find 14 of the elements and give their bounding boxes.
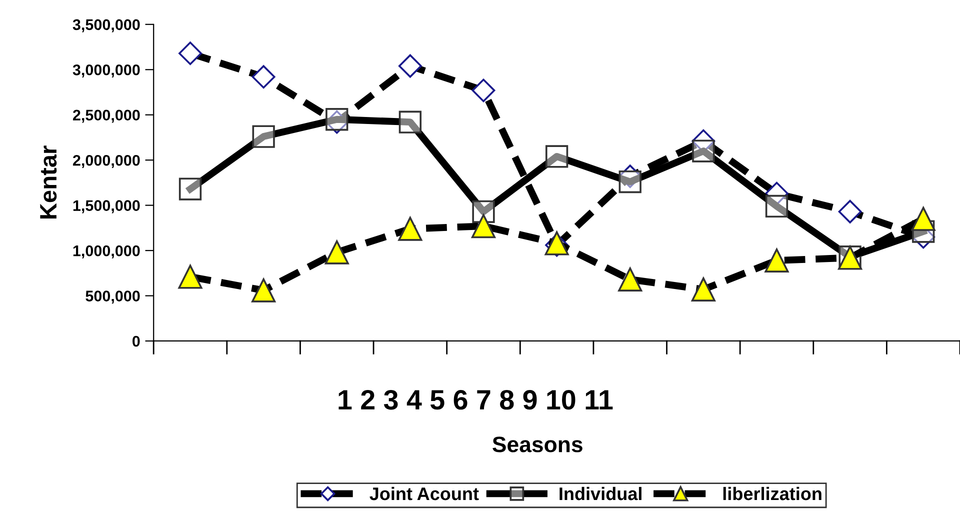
y-tick-label: 3,000,000 bbox=[72, 64, 140, 78]
y-tick-label: 0 bbox=[132, 336, 140, 347]
legend-label: Individual bbox=[560, 486, 642, 500]
y-tick-label: 3,500,000 bbox=[72, 19, 140, 32]
y-tick-label: 1,000,000 bbox=[73, 245, 140, 258]
x-axis-title: Seasons bbox=[492, 436, 582, 452]
legend-label: liberlization bbox=[723, 486, 822, 500]
text: 1 2 3 4 5 6 7 8 9 10 11 bbox=[338, 390, 613, 410]
y-axis-title: Kentar bbox=[40, 146, 57, 218]
y-tick-label: 1,500,000 bbox=[73, 200, 140, 214]
y-tick-label: 2,000,000 bbox=[72, 154, 140, 168]
y-tick-label: 2,500,000 bbox=[72, 110, 140, 123]
legend-label: Joint Acount bbox=[370, 486, 479, 500]
y-tick-label: 500,000 bbox=[86, 290, 140, 304]
